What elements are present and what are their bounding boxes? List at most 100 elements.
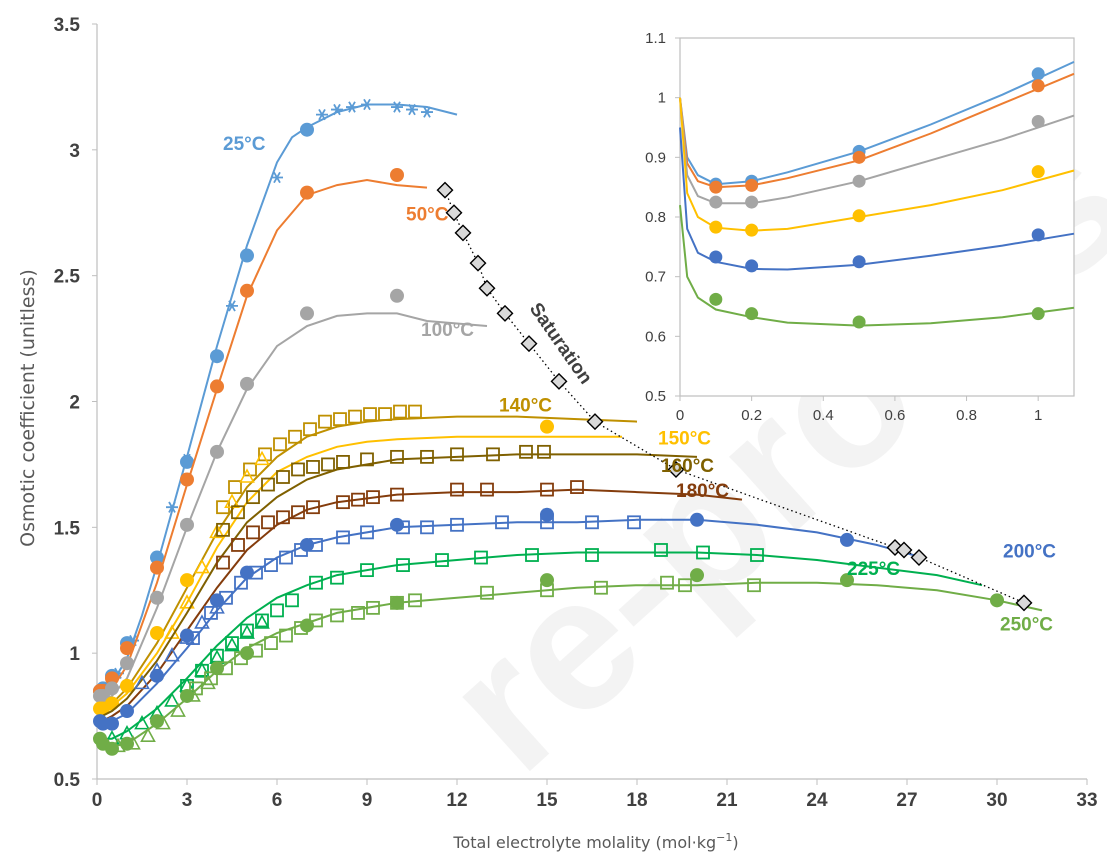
open-square-point xyxy=(306,500,320,515)
open-square-point xyxy=(366,490,380,505)
open-square-point xyxy=(336,530,350,545)
model-line xyxy=(96,415,638,715)
inset-x-tick-label: 1 xyxy=(1034,407,1042,424)
open-square-point xyxy=(264,558,278,572)
star-point xyxy=(346,101,358,113)
series-100c xyxy=(93,288,488,705)
open-square-point xyxy=(285,593,299,608)
series-label-225c: 225°C xyxy=(847,559,900,580)
filled-circle-point xyxy=(150,560,164,575)
filled-circle-point xyxy=(105,671,119,686)
saturation-diamond-point xyxy=(910,549,928,567)
y-tick-label: 3.5 xyxy=(54,15,81,36)
x-axis-label-text: Total electrolyte molality (mol·kg xyxy=(452,833,716,852)
open-square-point xyxy=(408,404,422,419)
inset-model-line xyxy=(679,127,1075,271)
open-triangle-point xyxy=(164,692,180,707)
saturation-diamond-point xyxy=(454,224,472,242)
filled-circle-point xyxy=(150,714,164,729)
open-square-point xyxy=(351,606,365,620)
filled-circle-point xyxy=(150,626,164,641)
open-square-point xyxy=(303,422,317,437)
open-triangle-point xyxy=(254,450,270,466)
open-square-point xyxy=(450,447,464,462)
open-triangle-point xyxy=(170,702,186,717)
open-square-point xyxy=(654,543,668,557)
filled-circle-point xyxy=(105,716,119,731)
open-square-point xyxy=(330,570,344,585)
filled-circle-point xyxy=(120,704,134,719)
open-square-point xyxy=(216,522,230,537)
inset-y-tick-label: 1 xyxy=(658,90,666,107)
filled-circle-point xyxy=(180,517,194,532)
y-tick-label: 1.5 xyxy=(54,518,81,539)
inset-series-1 xyxy=(679,72,1075,194)
filled-circle-point xyxy=(240,283,254,298)
open-square-point xyxy=(330,608,344,623)
open-square-point xyxy=(750,548,764,562)
filled-circle-point xyxy=(210,661,224,676)
series-label-25c: 25°C xyxy=(223,134,266,155)
inset-filled-circle-point xyxy=(852,174,866,188)
x-tick-label: 18 xyxy=(626,790,647,811)
saturation-diamond-point xyxy=(1015,594,1033,612)
inset-model-line xyxy=(679,204,1075,327)
open-square-point xyxy=(309,575,323,590)
filled-circle-point xyxy=(180,573,194,588)
series-label-250c: 250°C xyxy=(1000,615,1053,636)
open-triangle-point xyxy=(134,714,150,730)
open-square-point xyxy=(747,578,761,593)
filled-circle-point xyxy=(240,248,254,263)
star-point xyxy=(316,108,328,121)
filled-circle-point xyxy=(240,565,254,580)
open-square-point xyxy=(228,480,242,494)
star-point xyxy=(271,171,283,184)
inset-filled-circle-point xyxy=(745,307,759,321)
filled-circle-point xyxy=(840,532,854,547)
inset-filled-circle-point xyxy=(1031,67,1045,81)
open-square-point xyxy=(525,548,539,562)
open-triangle-point xyxy=(194,614,210,629)
open-square-point xyxy=(351,492,365,507)
series-label-100c: 100°C xyxy=(421,320,474,341)
open-square-point xyxy=(363,407,377,421)
x-tick-label: 15 xyxy=(536,790,558,811)
inset-filled-circle-point xyxy=(852,315,866,329)
inset-filled-circle-point xyxy=(709,220,723,234)
main-plot-area: 0 3 6 9 12 15 18 21 24 27 30 330.511.522.533.5Satur… xyxy=(54,15,1098,811)
filled-circle-point xyxy=(690,568,704,583)
inset-y-tick-label: 0.5 xyxy=(645,388,666,405)
y-tick-label: 1 xyxy=(69,644,80,665)
open-square-point xyxy=(480,585,494,600)
series-label-150c: 150°C xyxy=(658,428,711,449)
open-square-point xyxy=(480,482,494,497)
x-tick-label: 6 xyxy=(272,790,283,811)
open-triangle-point xyxy=(254,614,270,629)
inset-series-3 xyxy=(679,97,1075,237)
series-200c xyxy=(93,507,923,731)
inset-y-tick-label: 1.1 xyxy=(645,30,666,47)
open-square-point xyxy=(204,671,218,686)
open-triangle-point xyxy=(179,594,195,609)
open-square-point xyxy=(246,525,260,540)
filled-circle-point xyxy=(210,444,224,459)
y-tick-label: 2.5 xyxy=(54,267,81,288)
star-point xyxy=(406,103,418,116)
open-square-point xyxy=(585,548,599,562)
filled-circle-point xyxy=(105,696,119,711)
filled-circle-point xyxy=(300,122,314,137)
inset-x-tick-label: 0.8 xyxy=(956,407,977,424)
saturation-diamond-point xyxy=(667,460,685,478)
inset-filled-circle-point xyxy=(709,180,723,194)
open-square-point xyxy=(216,555,230,570)
open-square-point xyxy=(291,505,305,520)
open-triangle-point xyxy=(200,674,216,690)
open-square-point xyxy=(450,482,464,497)
inset-filled-circle-point xyxy=(1031,79,1045,93)
open-square-point xyxy=(696,545,710,560)
open-square-point xyxy=(678,578,692,593)
open-square-point xyxy=(519,444,533,459)
inset-y-tick-label: 0.7 xyxy=(645,269,666,286)
filled-circle-point xyxy=(390,595,404,610)
filled-circle-point xyxy=(390,168,404,182)
